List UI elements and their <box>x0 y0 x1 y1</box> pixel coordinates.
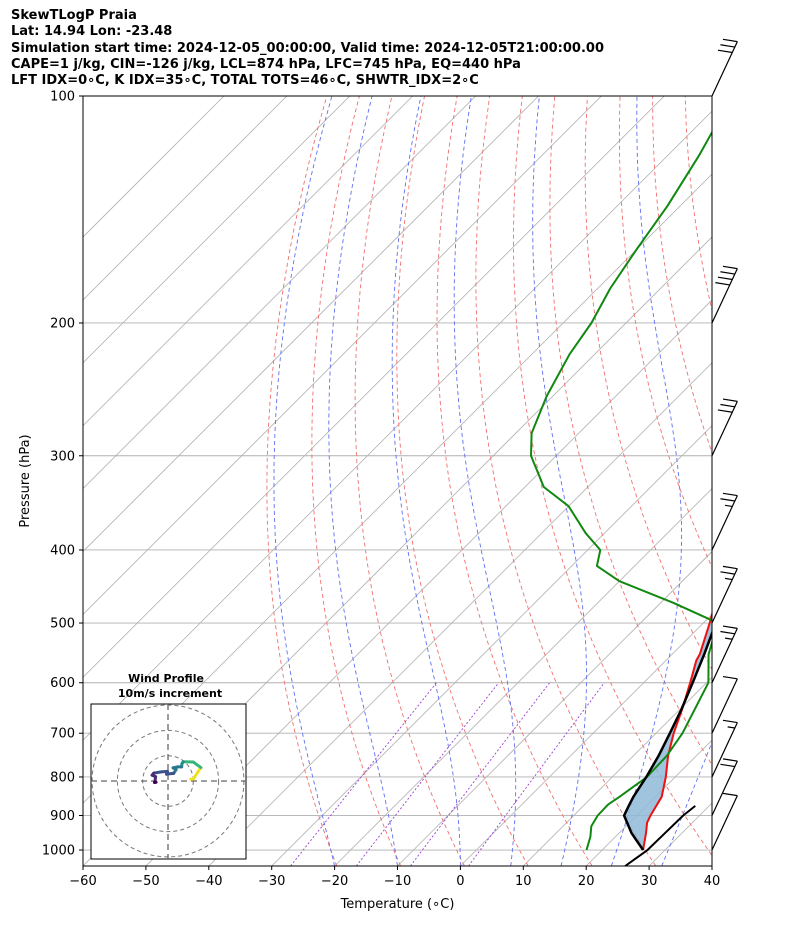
dry-adiabat-line <box>718 96 794 866</box>
dry-adiabat-line <box>513 96 712 857</box>
wind-barb <box>711 719 738 778</box>
wind-barb <box>711 625 738 683</box>
axes: −60 −50 −40 −30 −20 −10 0 10 20 30 40 1000 900 800 700… <box>42 90 720 890</box>
hodograph-ring <box>116 729 220 833</box>
wind-barb <box>711 398 738 457</box>
background-lines <box>83 96 794 866</box>
x-tick-label: 40 <box>704 874 721 889</box>
x-tick-label: 10 <box>515 874 532 889</box>
moist-adiabat-line <box>328 96 398 866</box>
y-tick-label: 200 <box>50 316 75 331</box>
x-tick-label: −60 <box>69 874 96 889</box>
x-tick-label: −20 <box>321 874 348 889</box>
dry-adiabat-line <box>475 96 657 866</box>
mixing-ratio-line <box>290 682 437 866</box>
dry-adiabat-line <box>311 96 402 866</box>
isotherm-line <box>83 96 413 427</box>
hodograph-segment <box>191 766 203 781</box>
wind-barb <box>711 758 738 816</box>
cape-fill-area <box>624 614 712 850</box>
indices-line-2: LFT IDX=0∘C, K IDX=35∘C, TOTAL TOTS=46∘C… <box>11 73 479 89</box>
time-line: Simulation start time: 2024-12-05_00:00:… <box>11 40 604 56</box>
y-tick-label: 400 <box>50 543 75 558</box>
isotherm-line <box>83 96 665 678</box>
isotherm-line <box>83 96 225 238</box>
y-tick-label: 500 <box>50 617 75 632</box>
moist-adiabat-line <box>453 96 517 866</box>
x-tick-label: 30 <box>641 874 658 889</box>
wind-barb <box>711 675 738 734</box>
y-tick-label: 1000 <box>42 844 75 859</box>
hodograph-subtitle: 10m/s increment <box>118 687 222 700</box>
isotherm-line <box>83 96 539 553</box>
chart-title: SkewTLogP Praia <box>11 8 137 23</box>
isotherm-line <box>523 676 712 866</box>
isotherm-line <box>83 96 476 490</box>
dewpoint-profile-line <box>530 130 712 851</box>
y-tick-label: 100 <box>50 90 75 105</box>
wind-barb <box>711 492 738 551</box>
dry-adiabat-line <box>584 96 712 671</box>
y-tick-label: 800 <box>50 770 75 785</box>
y-axis-label: Pressure (hPa) <box>18 434 33 527</box>
isotherm-line <box>83 96 351 364</box>
y-tick-label: 300 <box>50 449 75 464</box>
isotherm-line <box>145 299 712 866</box>
x-tick-label: −10 <box>384 874 411 889</box>
x-axis-label: Temperature (∘C) <box>340 897 455 912</box>
hodograph-inset: Wind Profile 10m/s increment <box>90 672 247 860</box>
isotherm-line <box>397 550 712 866</box>
temperature-profile-line <box>642 610 712 851</box>
isotherm-line <box>83 110 712 741</box>
moist-adiabat-line <box>661 740 712 866</box>
isotherm-line <box>83 96 602 615</box>
isotherm-line <box>585 739 712 866</box>
location-line: Lat: 14.94 Lon: -23.48 <box>11 24 173 40</box>
isotherm-line <box>460 613 712 866</box>
isotherm-line <box>208 362 712 866</box>
dry-adiabat-line <box>266 96 338 866</box>
isotherm-line <box>271 425 712 866</box>
moist-adiabat-line <box>532 96 587 866</box>
dry-adiabat-line <box>652 96 712 454</box>
chart-header: SkewTLogP Praia Lat: 14.94 Lon: -23.48 S… <box>11 8 604 89</box>
indices-line-1: CAPE=1 j/kg, CIN=-126 j/kg, LCL=874 hPa,… <box>11 56 521 72</box>
x-tick-label: −30 <box>258 874 285 889</box>
dry-adiabat-line <box>396 96 529 866</box>
isotherm-line <box>334 488 712 866</box>
wind-barb <box>711 792 738 851</box>
x-tick-label: −50 <box>132 874 159 889</box>
moist-adiabat-line <box>273 96 336 866</box>
wind-barb <box>711 565 738 624</box>
wind-barbs <box>711 38 738 851</box>
y-tick-label: 600 <box>50 676 75 691</box>
moist-adiabat-line <box>391 96 461 866</box>
dry-adiabat-line <box>618 96 712 569</box>
y-tick-label: 700 <box>50 727 75 742</box>
dry-adiabat-line <box>783 96 794 866</box>
y-tick-label: 900 <box>50 809 75 824</box>
wind-barb <box>711 38 738 97</box>
hodograph-segment <box>191 760 203 770</box>
mixing-ratio-line <box>410 682 550 866</box>
dry-adiabat-line <box>750 96 794 866</box>
parcel-profile-line <box>622 629 712 851</box>
dry-adiabat-line <box>549 96 712 766</box>
x-tick-label: 20 <box>578 874 595 889</box>
dry-adiabat-line <box>354 96 465 866</box>
hodograph-title: Wind Profile <box>128 672 204 685</box>
wind-barb <box>711 265 738 324</box>
x-tick-label: 0 <box>456 874 464 889</box>
profile-layer <box>530 130 712 866</box>
hodograph-plot <box>91 704 246 859</box>
isotherm-line <box>83 96 288 301</box>
parcel-surface-segment-line <box>624 805 696 866</box>
x-tick-label: −40 <box>195 874 222 889</box>
dry-adiabat-line <box>436 96 593 866</box>
